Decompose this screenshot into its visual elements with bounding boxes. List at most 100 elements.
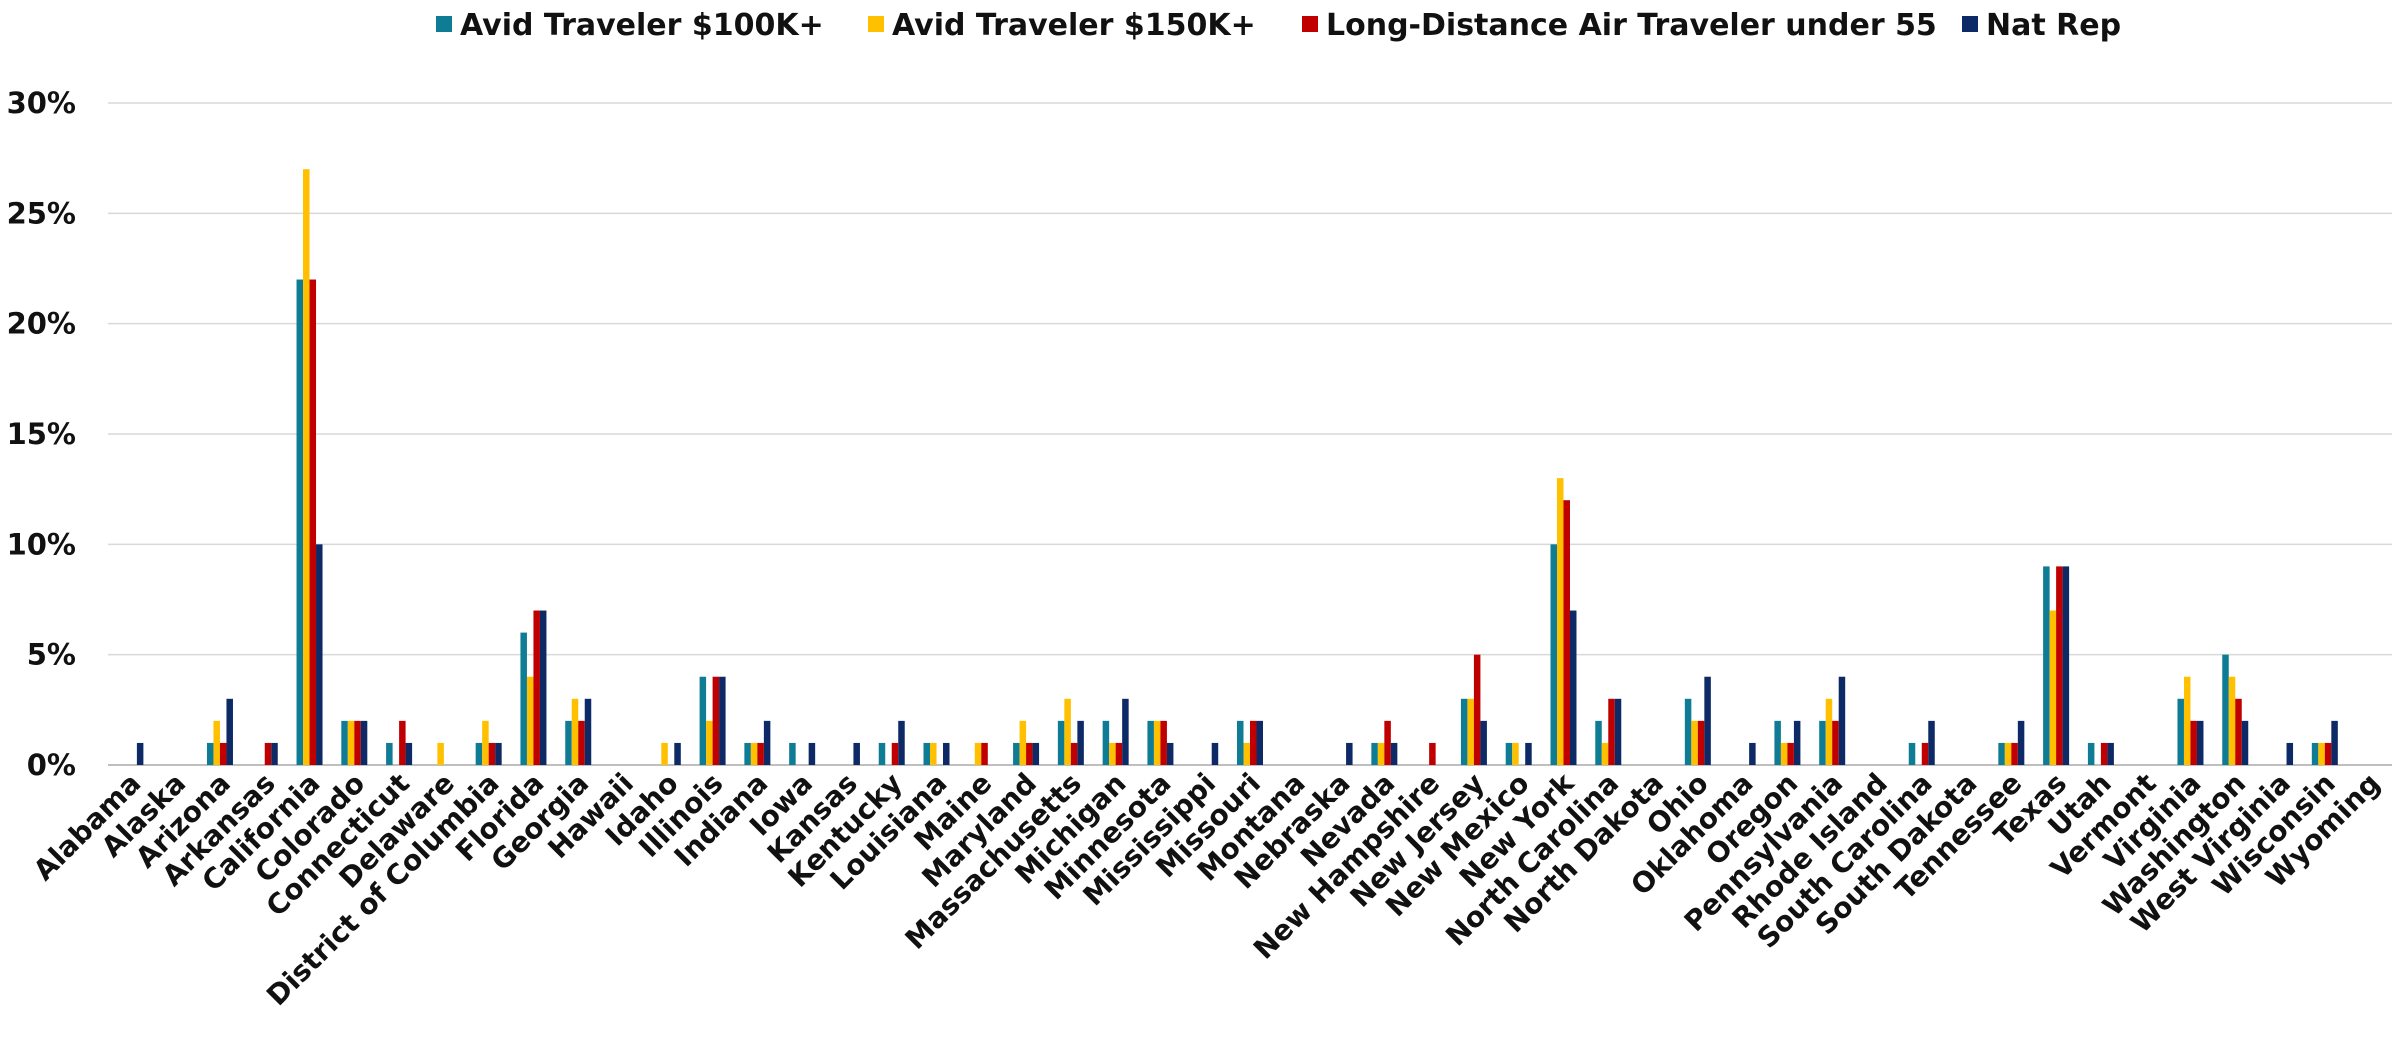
bar bbox=[1780, 742, 1788, 765]
bar bbox=[674, 742, 681, 765]
bar bbox=[1793, 720, 1801, 765]
bar bbox=[475, 742, 483, 765]
bar bbox=[2235, 698, 2242, 765]
bar bbox=[1595, 720, 1602, 765]
bar bbox=[354, 720, 361, 765]
bar bbox=[1480, 720, 1487, 765]
bar bbox=[1704, 676, 1711, 765]
bar bbox=[2056, 566, 2063, 765]
bar bbox=[789, 742, 796, 765]
bar bbox=[1371, 742, 1378, 765]
bar bbox=[891, 742, 899, 765]
bar bbox=[1032, 742, 1040, 765]
bar bbox=[1460, 698, 1468, 765]
bar bbox=[1064, 698, 1071, 765]
bar bbox=[1774, 720, 1781, 765]
bar bbox=[1390, 742, 1398, 765]
legend-swatch bbox=[868, 16, 884, 32]
y-axis-ticks: 0% 5% 10% 15% 20% 25% 30% bbox=[7, 86, 76, 782]
bar bbox=[206, 742, 214, 765]
bar bbox=[981, 742, 988, 765]
bar bbox=[1928, 720, 1935, 765]
legend: Avid Traveler $100K+ Avid Traveler $150K+… bbox=[436, 8, 2121, 43]
bar bbox=[1608, 698, 1615, 765]
legend-swatch bbox=[436, 16, 452, 32]
bar bbox=[1057, 720, 1065, 765]
bar bbox=[1563, 500, 1570, 765]
bar bbox=[1237, 720, 1244, 765]
bar bbox=[1109, 742, 1116, 765]
bar bbox=[1601, 742, 1609, 765]
bar bbox=[2107, 742, 2114, 765]
bar bbox=[744, 742, 751, 765]
bar bbox=[2331, 720, 2338, 765]
bar bbox=[1467, 698, 1474, 765]
bar bbox=[930, 742, 937, 765]
bar bbox=[1749, 742, 1756, 765]
bar bbox=[1908, 742, 1916, 765]
bar bbox=[1921, 742, 1929, 765]
bar bbox=[1569, 610, 1577, 765]
bar bbox=[316, 544, 323, 765]
x-axis-ticks: AlabamaAlaskaArizonaArkansasCaliforniaCo… bbox=[27, 766, 2387, 1012]
bar bbox=[399, 720, 406, 765]
bar bbox=[1525, 742, 1532, 765]
bar bbox=[1256, 720, 1263, 765]
bar bbox=[1825, 698, 1833, 765]
bar bbox=[1998, 742, 2005, 765]
bar bbox=[1614, 698, 1622, 765]
bar bbox=[661, 742, 668, 765]
bar bbox=[1166, 742, 1174, 765]
bar bbox=[974, 742, 982, 765]
bar bbox=[1473, 654, 1481, 765]
bar bbox=[1684, 698, 1692, 765]
bar bbox=[2241, 720, 2249, 765]
bar bbox=[264, 742, 272, 765]
bar bbox=[1838, 676, 1846, 765]
bar bbox=[1505, 742, 1513, 765]
bar bbox=[296, 279, 304, 765]
y-tick-label: 15% bbox=[7, 417, 76, 451]
legend-label: Avid Traveler $150K+ bbox=[892, 8, 1256, 43]
bar bbox=[763, 720, 771, 765]
bar bbox=[495, 742, 502, 765]
bar bbox=[1122, 698, 1129, 765]
bar bbox=[2062, 566, 2070, 765]
bar bbox=[578, 720, 585, 765]
bar bbox=[1377, 742, 1385, 765]
bar bbox=[226, 698, 233, 765]
legend-label: Long-Distance Air Traveler under 55 bbox=[1326, 8, 1937, 43]
bar bbox=[2318, 742, 2325, 765]
bar bbox=[1102, 720, 1110, 765]
bar bbox=[1211, 742, 1219, 765]
bar bbox=[2043, 566, 2050, 765]
bar bbox=[213, 720, 220, 765]
bar bbox=[878, 742, 886, 765]
bar bbox=[2190, 720, 2197, 765]
bar bbox=[526, 676, 534, 765]
legend-label: Nat Rep bbox=[1986, 8, 2121, 43]
bar bbox=[1070, 742, 1078, 765]
bar bbox=[2087, 742, 2095, 765]
bar bbox=[706, 720, 713, 765]
bar bbox=[1243, 742, 1250, 765]
bar bbox=[2049, 610, 2057, 765]
y-tick-label: 25% bbox=[7, 196, 76, 230]
bar bbox=[898, 720, 905, 765]
bar bbox=[1556, 478, 1564, 765]
bar bbox=[923, 742, 931, 765]
bar bbox=[2011, 742, 2018, 765]
bar bbox=[1346, 742, 1353, 765]
bar bbox=[1697, 720, 1705, 765]
bar bbox=[2311, 742, 2319, 765]
bar bbox=[2100, 742, 2108, 765]
bar bbox=[2183, 676, 2191, 765]
bar bbox=[943, 742, 950, 765]
bar bbox=[2017, 720, 2025, 765]
bar bbox=[347, 720, 355, 765]
y-tick-label: 5% bbox=[27, 638, 76, 672]
bar bbox=[1787, 742, 1794, 765]
bar bbox=[1819, 720, 1826, 765]
bar bbox=[219, 742, 227, 765]
